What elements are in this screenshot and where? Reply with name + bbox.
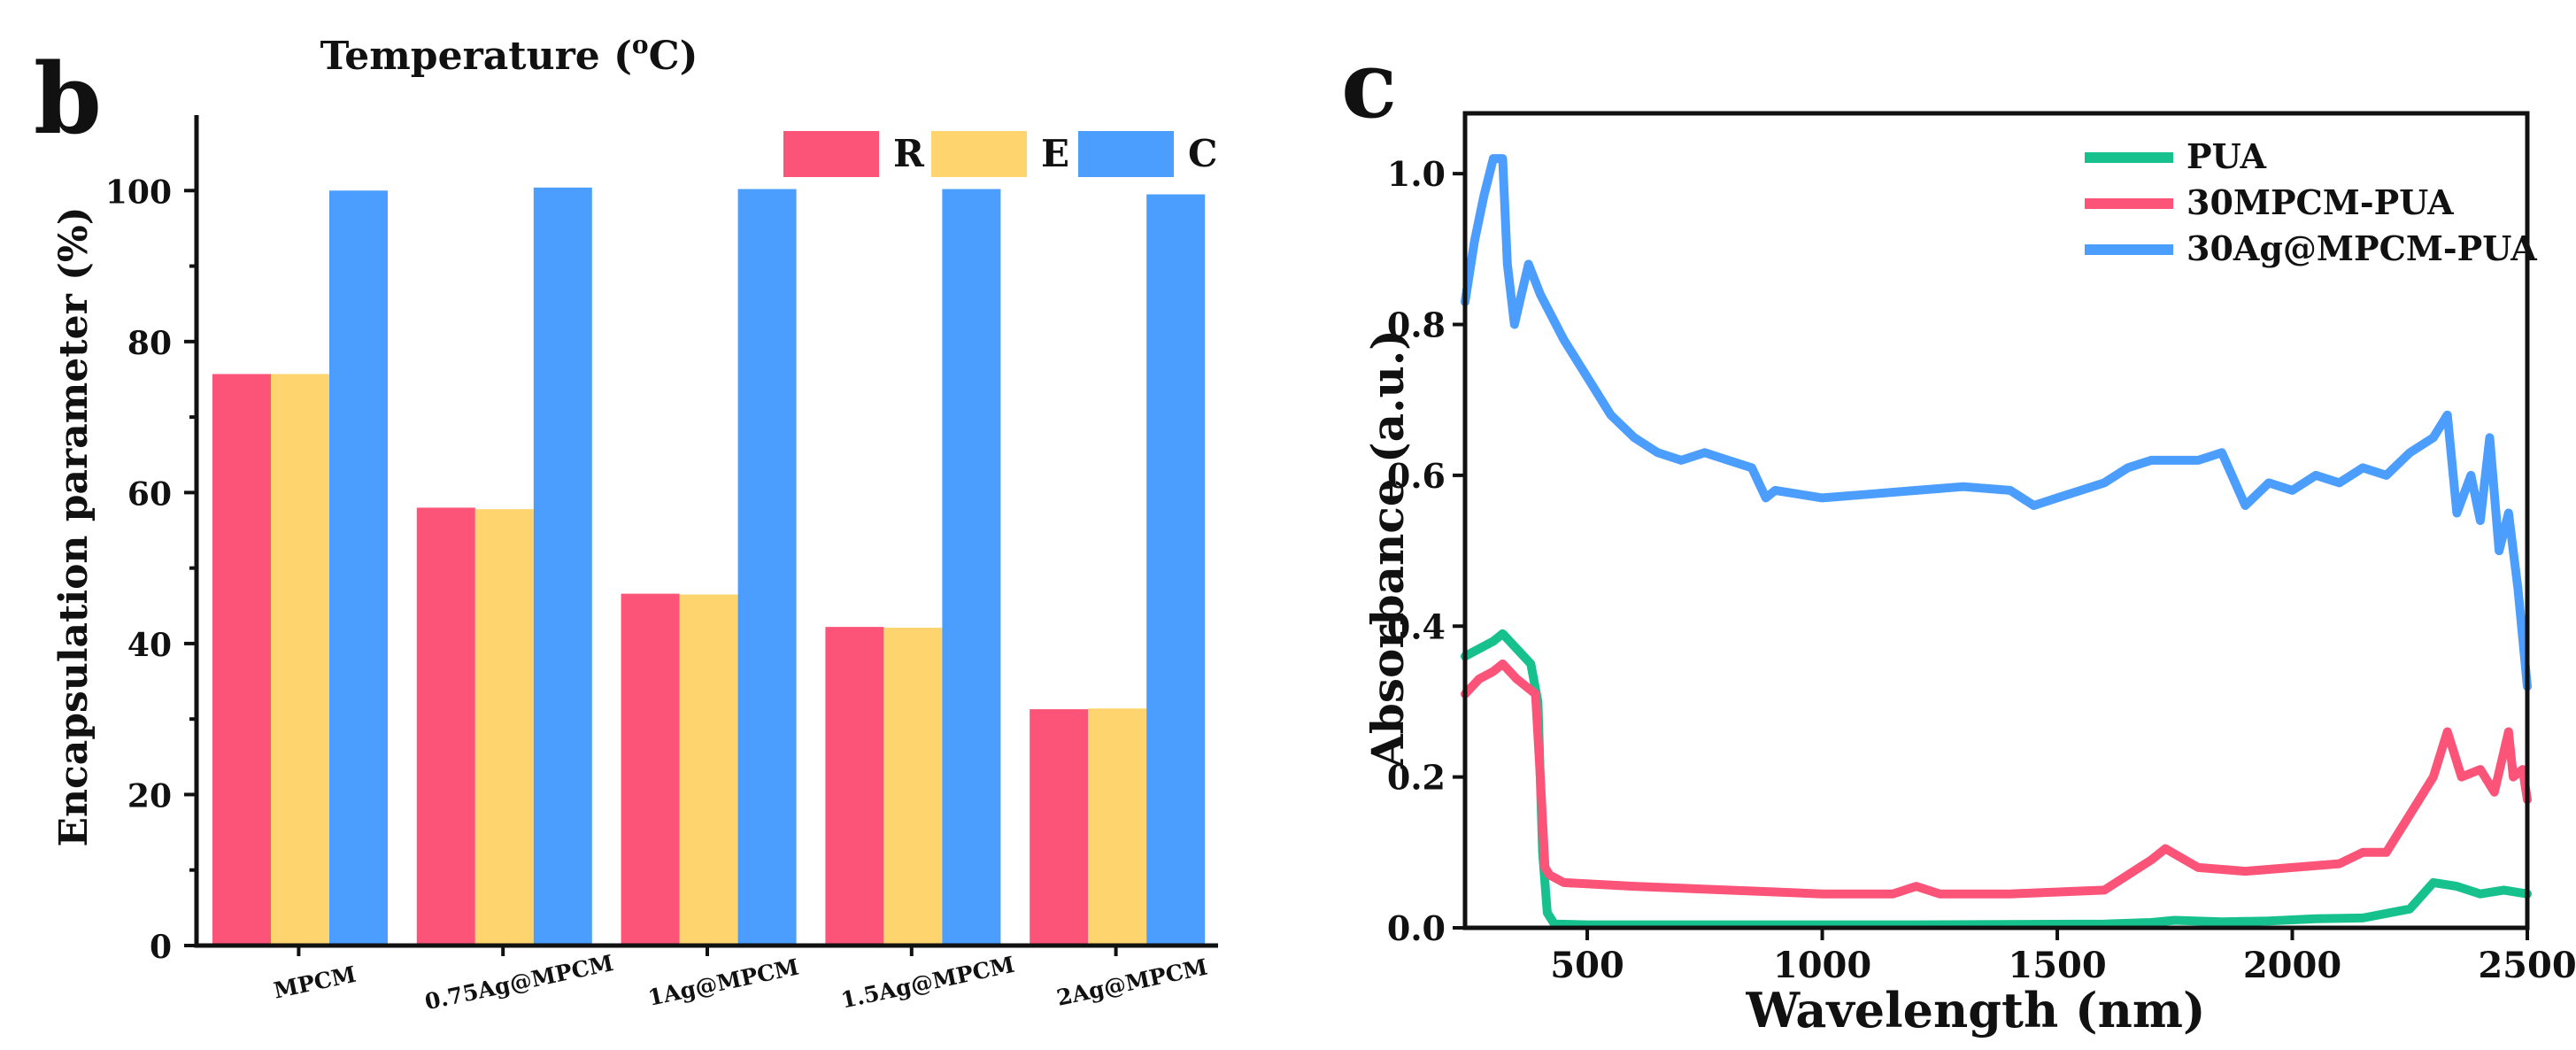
chart-b-ytick-label: 0 <box>150 929 172 966</box>
chart-c-ytick-label: 0.2 <box>1387 758 1446 798</box>
chart-b-xtick-label: 0.75Ag@MPCM <box>422 950 615 1015</box>
chart-b-xtick-label: 2Ag@MPCM <box>1054 953 1210 1010</box>
chart-b-ytick-label: 60 <box>127 475 172 513</box>
chart-b-ylabel: Encapsulation parameter (%) <box>51 206 96 846</box>
bar-R-3 <box>825 627 884 946</box>
panel-b: b Temperature (oC) Encapsulation paramet… <box>34 30 1218 1015</box>
chart-c-xtick-label: 2500 <box>2478 945 2576 986</box>
panel-c-label: c <box>1341 30 1397 139</box>
chart-c-xlabel: Wavelength (nm) <box>1745 982 2205 1038</box>
legend-swatch-E <box>931 131 1027 177</box>
chart-b-axes <box>194 115 1218 948</box>
chart-b-ytick-label: 40 <box>127 627 172 664</box>
chart-b-title: Temperature (oC) <box>320 30 698 79</box>
chart-c-ytick-label: 0.6 <box>1387 456 1446 496</box>
chart-b-bars <box>212 187 1206 946</box>
bar-C-4 <box>1146 194 1206 946</box>
chart-c-ylabel: Absorbance (a.u.) <box>1361 329 1414 769</box>
panel-c: c Absorbance (a.u.) Wavelength (nm) 500 1… <box>1341 30 2576 1038</box>
chart-c-lines <box>1461 154 2532 930</box>
legend-label-1: 30MPCM-PUA <box>2187 182 2454 222</box>
chart-c-ytick-label: 0.4 <box>1387 606 1446 646</box>
legend-label-E: E <box>1041 132 1069 175</box>
chart-b-xtick-label: 1Ag@MPCM <box>645 953 801 1010</box>
chart-c-xtick-label: 1000 <box>1773 945 1871 986</box>
legend-swatch-C <box>1078 131 1174 177</box>
chart-c-ytick-label: 0.0 <box>1387 908 1446 948</box>
chart-b-xtick-labels: MPCM 0.75Ag@MPCM 1Ag@MPCM 1.5Ag@MPCM 2Ag@MPC… <box>272 946 1210 1015</box>
line-series-0 <box>1461 629 2532 930</box>
chart-b-ytick-label: 20 <box>127 777 172 815</box>
line-series-2 <box>1461 154 2532 691</box>
chart-c-xtick-label: 2000 <box>2243 945 2341 986</box>
bar-R-0 <box>212 374 271 946</box>
line-series-1 <box>1461 659 2532 899</box>
chart-c-ytick-label: 1.0 <box>1387 154 1446 194</box>
chart-c-ticks: 500 1000 1500 2000 2500 0.0 0.2 0.4 0.6 0.8 1.0 <box>1387 154 2576 986</box>
bar-E-1 <box>474 509 534 946</box>
chart-b-xtick-label: 1.5Ag@MPCM <box>838 952 1016 1014</box>
bar-C-2 <box>737 189 797 946</box>
legend-label-R: R <box>893 132 925 175</box>
chart-b-ytick-label: 80 <box>127 325 172 362</box>
bar-R-4 <box>1030 709 1089 946</box>
bar-E-2 <box>679 594 738 946</box>
legend-label-C: C <box>1188 132 1217 175</box>
bar-R-2 <box>621 593 680 946</box>
chart-b-ticks: 0 20 40 60 80 100 <box>105 174 197 966</box>
legend-swatch-R <box>783 131 879 177</box>
chart-c-xtick-label: 1500 <box>2008 945 2106 986</box>
chart-c-frame <box>1462 111 2530 930</box>
legend-label-2: 30Ag@MPCM-PUA <box>2187 228 2537 268</box>
chart-b-xtick-label: MPCM <box>272 961 359 1004</box>
bar-C-1 <box>533 187 592 946</box>
bar-C-0 <box>329 190 388 946</box>
bar-R-1 <box>416 507 475 946</box>
chart-b-ytick-label: 100 <box>105 174 172 211</box>
bar-E-0 <box>271 374 329 946</box>
bar-E-4 <box>1088 708 1147 946</box>
panel-b-label: b <box>34 42 102 156</box>
chart-c-xtick-label: 500 <box>1550 945 1624 986</box>
bar-E-3 <box>883 628 943 946</box>
bar-C-3 <box>942 189 1001 946</box>
legend-label-0: PUA <box>2187 136 2267 176</box>
chart-c-legend: PUA 30MPCM-PUA 30Ag@MPCM-PUA <box>2085 136 2537 268</box>
chart-c-ytick-label: 0.8 <box>1387 305 1446 345</box>
